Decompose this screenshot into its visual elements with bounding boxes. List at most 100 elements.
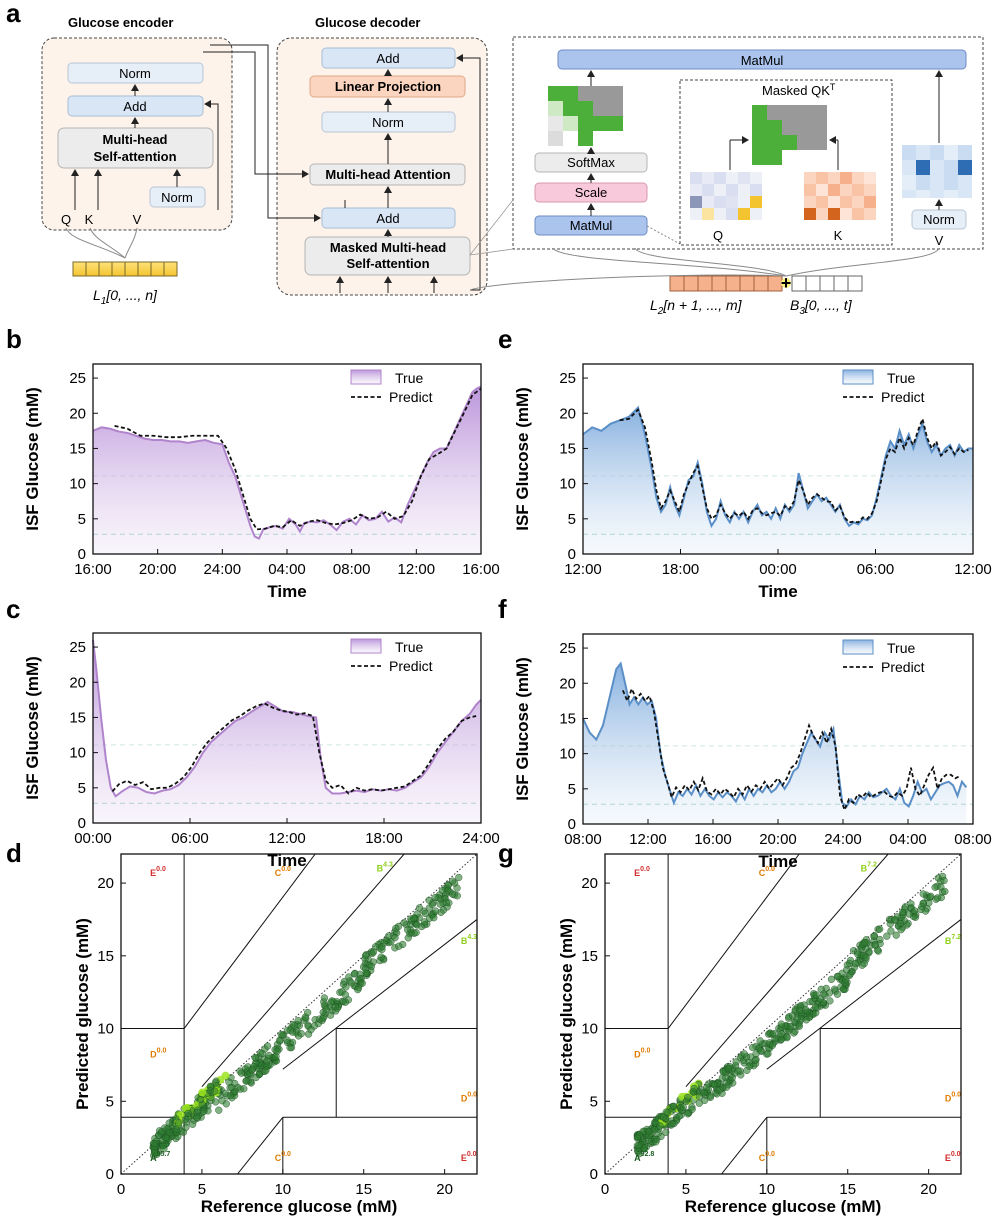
data-point [307, 1026, 315, 1034]
x-axis-title: Time [758, 582, 797, 601]
decoder-input-tokens: + L2[n + 1, ..., m] B3[0, ..., t] [469, 247, 940, 317]
data-point [806, 997, 814, 1006]
zone-label: C0.0 [275, 866, 291, 878]
q-grid [690, 172, 762, 220]
zone-label: D0.0 [150, 1048, 166, 1060]
data-point [919, 890, 927, 898]
data-point [679, 1103, 687, 1111]
data-point [341, 998, 350, 1006]
zone-letter: E [945, 1153, 951, 1163]
x-tick-label: 20:00 [139, 561, 177, 578]
chart-b: 0 5 10 15 20 25 16:00 20:00 24:00 04:00 08:00 12:00… [23, 363, 500, 601]
data-point [841, 976, 850, 984]
zone-letter: C [275, 868, 282, 878]
data-point [826, 997, 834, 1005]
data-point [846, 956, 855, 965]
attn-matmul: MatMul [570, 218, 613, 233]
data-point [745, 1062, 753, 1070]
legend-true-label: True [887, 370, 915, 386]
data-point [917, 905, 925, 914]
glucose-encoder: Glucose encoder Norm Add Multi-head Self… [41, 15, 233, 307]
data-point [412, 928, 420, 937]
data-point [378, 943, 386, 951]
x-axis-title: Time [758, 852, 797, 871]
true-area [93, 640, 481, 823]
data-point [940, 876, 948, 885]
zone-percent: 0.0 [467, 1151, 477, 1158]
data-point [415, 904, 424, 912]
data-point [448, 890, 457, 898]
data-point [221, 1071, 230, 1080]
data-point [182, 1123, 190, 1131]
data-point [194, 1106, 202, 1114]
x-tick-label: 12:00 [954, 561, 992, 578]
zone-letter: C [759, 868, 766, 878]
x-tick-label: 24:00 [204, 561, 242, 578]
x-tick-label: 12:00 [564, 561, 602, 578]
attn-k: K [834, 228, 843, 243]
zone-percent: 0.0 [951, 1091, 961, 1098]
zone-percent: 92.8 [641, 1151, 655, 1158]
data-point [425, 896, 433, 904]
attn-norm: Norm [923, 212, 955, 227]
y-tick-label: 15 [69, 709, 86, 726]
data-point [350, 970, 359, 978]
data-point [172, 1125, 180, 1134]
data-point [795, 1022, 803, 1030]
decoder-norm: Norm [372, 115, 404, 130]
data-point [862, 953, 870, 961]
data-point [796, 1006, 804, 1014]
decoder-add-mid: Add [376, 211, 399, 226]
x-tick-label: 15 [839, 1181, 856, 1198]
zone-letter: B [377, 863, 384, 873]
data-point [703, 1084, 711, 1092]
zone-letter: D [945, 1093, 952, 1103]
x-tick-label: 5 [198, 1181, 206, 1198]
chart-f: 0 5 10 15 20 25 08:00 12:00 16:00 20:00 24:00 04:00… [513, 633, 992, 871]
data-point [421, 909, 429, 918]
y-tick-label: 10 [69, 476, 86, 493]
data-point [876, 935, 884, 944]
y-tick-label: 25 [69, 639, 86, 656]
encoder-norm-top-box [67, 62, 204, 84]
data-point [165, 1119, 173, 1127]
zone-line [282, 919, 477, 1070]
data-point [322, 1005, 330, 1013]
y-tick-label: 10 [559, 476, 576, 493]
data-point [367, 962, 375, 971]
data-point [732, 1058, 740, 1066]
data-point [706, 1092, 714, 1100]
zone-label: A92.8 [634, 1151, 654, 1163]
data-point [897, 926, 905, 934]
zone-percent: 4.3 [467, 934, 477, 941]
encoder-norm-v: Norm [161, 190, 193, 205]
data-point [656, 1122, 664, 1130]
data-point [252, 1073, 260, 1082]
decoder-add-top: Add [376, 51, 399, 66]
encoder-title: Glucose encoder [68, 15, 173, 30]
plot-inner [605, 854, 961, 1174]
data-point [684, 1093, 692, 1102]
data-point [272, 1052, 280, 1061]
data-point [684, 1110, 692, 1118]
x-tick-label: 12:00 [268, 830, 306, 847]
x-tick-label: 24:00 [462, 830, 500, 847]
data-point [652, 1138, 660, 1146]
data-point [392, 924, 400, 932]
data-point [377, 953, 385, 961]
data-point [197, 1096, 205, 1104]
y-axis-title: ISF Glucose (mM) [513, 387, 532, 531]
panel-letter-e: e [498, 324, 512, 354]
data-point [941, 887, 949, 896]
data-point [827, 975, 836, 983]
x-tick-label: 10 [758, 1181, 775, 1198]
y-tick-label: 0 [78, 815, 86, 832]
data-point [933, 894, 942, 902]
data-point [158, 1128, 166, 1136]
data-point [871, 941, 879, 949]
data-point [455, 873, 463, 882]
legend-true-label: True [887, 640, 915, 656]
true-area [93, 386, 481, 554]
data-point [193, 1113, 201, 1121]
